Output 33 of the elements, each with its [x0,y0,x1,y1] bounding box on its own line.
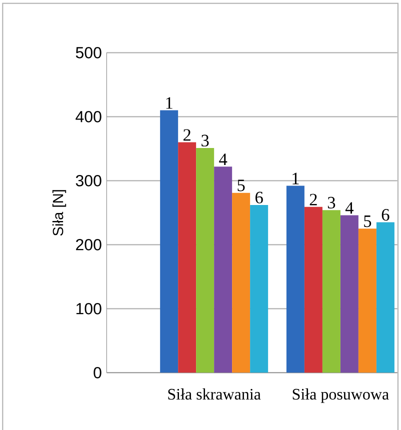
bar [214,166,232,373]
y-tick-label: 500 [76,47,102,58]
bar [286,186,304,373]
bar [250,204,268,373]
text: 4 [345,202,354,214]
text: 5 [238,180,245,192]
series-label: 1 [292,172,299,184]
bar [358,228,376,373]
y-tick-label: 200 [76,239,102,250]
y-tick-label: 0 [94,367,102,378]
bar [160,110,178,373]
x-tick-label: Siła posuwowa [292,388,389,403]
bar [196,148,214,373]
text: 3 [328,196,336,209]
series-label: 2 [183,129,190,141]
bar [232,192,250,373]
series-label: 6 [255,192,263,204]
bar [376,222,394,373]
text: 2 [310,194,317,206]
x-tick-label: Siła skrawania [168,388,261,400]
y-tick-label: 300 [76,175,102,186]
text: 6 [382,209,390,221]
bar [340,215,358,373]
series-label: 3 [202,134,209,146]
series-label: 4 [219,154,228,165]
series-label: 5 [364,216,372,228]
y-tick-label: 100 [76,303,102,314]
bar [304,206,322,373]
bar [322,210,340,373]
bar [178,142,196,373]
y-tick-label: 400 [76,111,102,122]
y-axis-title: Siła [N] [52,190,66,236]
text: 1 [166,97,172,109]
